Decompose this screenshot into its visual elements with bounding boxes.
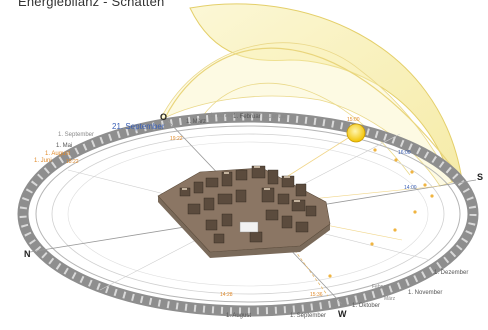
building	[277, 193, 290, 205]
building	[221, 171, 233, 187]
city-highlights	[182, 166, 300, 202]
building	[265, 209, 279, 221]
roof-highlight	[264, 188, 270, 190]
hour-dot	[328, 274, 332, 278]
building	[295, 183, 307, 197]
label-februar-bottom: Februar	[372, 284, 390, 290]
building	[249, 231, 263, 243]
roof-highlight	[284, 176, 290, 178]
hour-dot	[410, 170, 414, 174]
label-1-mai: 1. Mai	[56, 143, 72, 149]
hour-dot	[393, 228, 397, 232]
building	[261, 187, 275, 203]
label-1-august-bottom: 1. August	[226, 313, 251, 319]
hour-dot	[373, 148, 377, 152]
building	[305, 205, 317, 217]
hour-dot	[394, 158, 398, 162]
city-buildings	[179, 165, 317, 244]
label-1-september-bottom: 1. September	[290, 313, 326, 319]
label-1-dezember: 1. Dezember	[434, 270, 468, 276]
city-plaza	[239, 221, 259, 233]
page-title: Energiebilanz - Schatten	[18, 0, 165, 9]
roof-highlight	[294, 200, 300, 202]
compass-north: N	[24, 249, 31, 259]
roof-highlight	[182, 188, 187, 190]
building	[295, 221, 309, 233]
sun-path-arc-summer	[164, 47, 463, 181]
roof-highlight	[254, 166, 260, 168]
compass-ring-inner	[35, 125, 461, 303]
hour-dot	[370, 242, 374, 246]
building	[267, 169, 279, 185]
label-1-november-bottom: 1. November	[408, 290, 442, 296]
time-label-15-36: 15:36	[310, 292, 323, 298]
label-1-februar: 1. Februar	[233, 114, 261, 120]
building	[281, 215, 293, 229]
hour-dot	[430, 194, 434, 198]
time-label-15-00: 15:00	[347, 117, 360, 123]
building	[221, 213, 233, 227]
compass-ring-scale	[19, 113, 477, 315]
building	[193, 181, 204, 194]
label-1-oktober: 1. Oktober	[352, 303, 380, 309]
label-1-juni: 1. Juni	[34, 158, 52, 164]
label-1-november-top: 1. November	[210, 113, 244, 119]
time-label-14-28: 14:28	[220, 292, 233, 298]
roof-highlight	[224, 172, 229, 174]
hour-dot	[413, 210, 417, 214]
label-maerz-bottom: März	[384, 296, 396, 302]
building	[235, 169, 248, 181]
label-21-september: 21. September	[112, 122, 165, 131]
sun-icon	[346, 123, 366, 143]
label-1-september-top: 1. September	[58, 132, 94, 138]
compass-ring-inner-3	[67, 141, 429, 287]
time-label-14-00: 14:00	[404, 185, 417, 191]
building	[205, 177, 219, 188]
building	[213, 233, 225, 244]
label-1-januar: 1. Januar	[262, 114, 287, 120]
building	[217, 193, 233, 205]
sun-shadow-ray	[279, 229, 329, 297]
compass-south: S	[477, 172, 483, 182]
compass-west: W	[338, 309, 347, 319]
compass-east: O	[160, 112, 167, 122]
building	[187, 203, 201, 215]
building	[235, 189, 247, 203]
city-model	[157, 165, 331, 258]
time-label-16-00: 16:00	[398, 150, 411, 156]
building	[205, 219, 218, 231]
hour-dots	[328, 148, 434, 278]
label-1-maerz: 1. März	[186, 119, 206, 125]
compass-ring-inner-2	[51, 133, 445, 295]
building	[203, 197, 215, 211]
time-label-19-22: 19:22	[170, 136, 183, 142]
time-label-18-22: 18:22	[66, 159, 79, 165]
label-1-august-top: 1. August	[45, 151, 70, 157]
hour-dot	[423, 183, 427, 187]
